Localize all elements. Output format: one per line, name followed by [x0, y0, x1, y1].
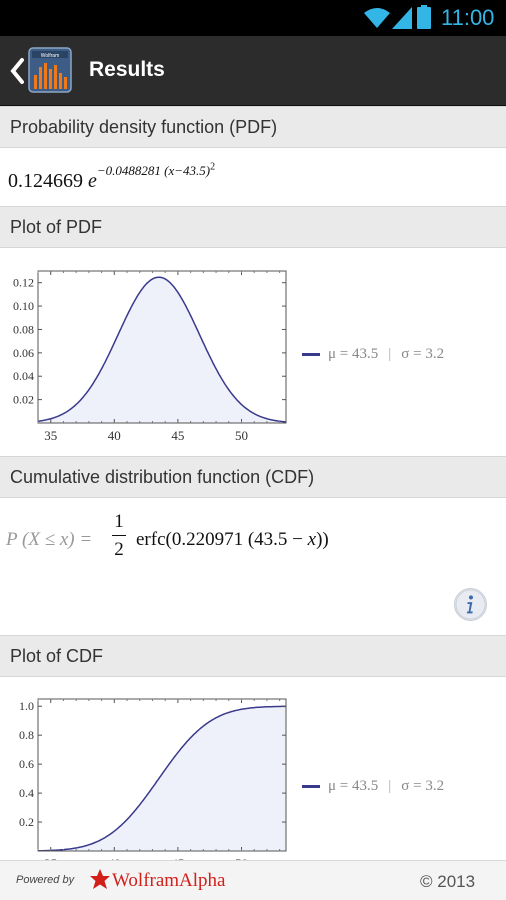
- pdf-y-tick-label: 0.04: [13, 369, 34, 383]
- powered-by-label: Powered by: [16, 874, 75, 886]
- app-icon[interactable]: Wolfram: [28, 47, 72, 93]
- status-time: 11:00: [441, 5, 495, 30]
- cdf-x-tick-label: 50: [235, 856, 248, 860]
- pdf-legend-sep: |: [388, 346, 392, 362]
- pdf-section-header: Probability density function (PDF): [0, 106, 506, 148]
- pdf-x-tick-label: 50: [235, 428, 248, 443]
- cdf-series-line: [38, 705, 286, 852]
- plot-pdf-section-header: Plot of PDF: [0, 206, 506, 248]
- plot-cdf-section-header: Plot of CDF: [0, 635, 506, 677]
- pdf-x-tick-label: 35: [44, 428, 57, 443]
- pdf-legend: μ = 43.5 | σ = 3.2: [302, 346, 444, 363]
- pdf-series-line: [37, 276, 287, 423]
- pdf-y-tick-label: 0.02: [13, 393, 34, 407]
- footer: Powered by WolframAlpha © 2013: [0, 860, 506, 900]
- results-content[interactable]: Probability density function (PDF) 0.124…: [0, 106, 506, 860]
- cdf-y-tick-label: 1.0: [19, 699, 34, 713]
- pdf-legend-sigma: σ = 3.2: [401, 346, 445, 362]
- cdf-section-title: Cumulative distribution function (CDF): [10, 467, 315, 487]
- action-bar: Wolfram Results: [0, 36, 506, 106]
- page-title: Results: [89, 58, 165, 81]
- status-bar: 11:00: [0, 0, 506, 36]
- pdf-formula: 0.124669 e−0.0488281 (x−43.5)2: [8, 162, 215, 193]
- back-icon[interactable]: [6, 54, 28, 88]
- battery-icon: [417, 5, 431, 29]
- cdf-close: )): [316, 529, 329, 550]
- cdf-numerator: 1: [114, 511, 124, 532]
- cdf-x-tick-label: 40: [108, 856, 121, 860]
- wifi-icon: [364, 8, 390, 28]
- signal-icon: [392, 7, 412, 29]
- info-icon[interactable]: [454, 588, 487, 621]
- pdf-area: [38, 277, 286, 423]
- cdf-frame: [37, 698, 287, 852]
- cdf-legend-mu: μ = 43.5: [328, 778, 379, 794]
- cdf-y-tick-label: 0.4: [19, 786, 34, 800]
- cdf-variable: x: [307, 529, 317, 550]
- cdf-lhs: P (X ≤ x) =: [6, 529, 93, 550]
- wolfram-alpha-brand[interactable]: WolframAlpha: [112, 870, 226, 891]
- cdf-x-tick-label: 35: [44, 856, 57, 860]
- pdf-section-title: Probability density function (PDF): [10, 117, 278, 137]
- pdf-legend-swatch: [302, 353, 320, 357]
- cdf-legend: μ = 43.5 | σ = 3.2: [302, 778, 444, 795]
- cdf-legend-swatch: [302, 785, 320, 789]
- pdf-y-tick-label: 0.08: [13, 322, 34, 336]
- cdf-y-tick-label: 0.6: [19, 757, 34, 771]
- pdf-y-tick-label: 0.06: [13, 346, 34, 360]
- cdf-legend-sep: |: [388, 778, 392, 794]
- pdf-chart: 35 40 45 50 0.02 0.04 0.06 0.08 0.10 0.12: [13, 270, 287, 443]
- cdf-legend-sigma: σ = 3.2: [401, 778, 445, 794]
- pdf-y-tick-label: 0.10: [13, 299, 34, 313]
- pdf-coefficient: 0.124669: [8, 169, 83, 192]
- cdf-denominator: 2: [114, 539, 124, 560]
- pdf-y-tick-label: 0.12: [13, 276, 34, 290]
- cdf-chart: 35 40 45 50 0.2 0.4 0.6 0.8 1.0: [19, 698, 287, 860]
- copyright: © 2013: [420, 872, 476, 891]
- pdf-base: e: [88, 169, 97, 192]
- cdf-area: [38, 706, 286, 851]
- pdf-legend-mu: μ = 43.5: [328, 346, 379, 362]
- cdf-section-header: Cumulative distribution function (CDF): [0, 456, 506, 498]
- wolfram-spikey-icon: [90, 869, 110, 889]
- cdf-fraction-bar: [112, 535, 126, 536]
- pdf-exponent: −0.0488281 (x−43.5): [96, 163, 211, 179]
- app-icon-label: Wolfram: [41, 53, 60, 59]
- pdf-power: 2: [210, 162, 216, 173]
- plot-cdf-section-title: Plot of CDF: [10, 646, 104, 666]
- plot-pdf-section-title: Plot of PDF: [10, 217, 103, 237]
- cdf-y-tick-label: 0.8: [19, 728, 34, 742]
- pdf-frame: [37, 270, 287, 424]
- cdf-y-tick-label: 0.2: [19, 815, 34, 829]
- cdf-x-tick-label: 45: [171, 856, 184, 860]
- pdf-x-tick-label: 45: [171, 428, 184, 443]
- pdf-x-tick-label: 40: [108, 428, 121, 443]
- cdf-function: erfc(0.220971 (43.5 −: [136, 529, 308, 550]
